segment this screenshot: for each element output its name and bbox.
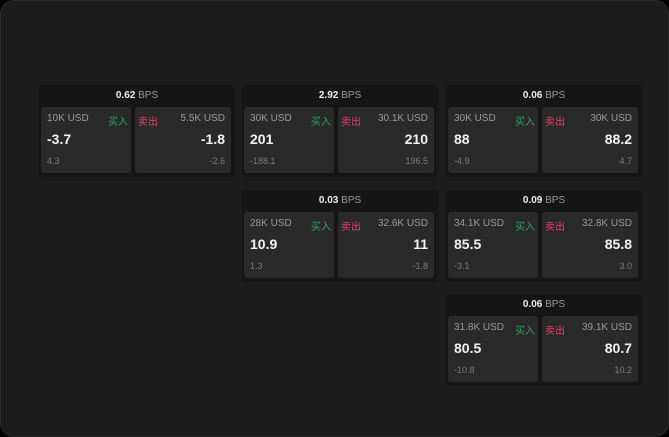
buy-button[interactable]: 10K USD 买入 -3.7 4.3 [41,107,131,173]
spread-header: 0.09 BPS [446,190,642,211]
buy-price: 88 [454,131,470,147]
sell-label: 卖出 [341,222,361,233]
buy-label: 买入 [311,222,331,233]
buy-quantity: 30K USD [250,113,292,124]
sell-button[interactable]: 卖出 5.5K USD -1.8 -2.6 [135,107,231,173]
spread-value: 0.09 [522,195,543,206]
sell-change: 4.7 [619,156,632,166]
sell-change: 3.0 [619,261,632,271]
spread-header: 0.62 BPS [39,85,235,106]
spread-header: 2.92 BPS [242,85,438,106]
quote-panel: 0.09 BPS 34.1K USD 买入 85.5 -3.1 卖出 32.8K… [446,190,642,282]
buy-quantity: 28K USD [250,218,292,229]
buy-change: -4.9 [454,156,470,166]
buy-button[interactable]: 30K USD 买入 201 -188.1 [244,107,334,173]
sell-price: 210 [404,131,428,147]
buy-change: -3.1 [454,261,470,271]
spread-value: 0.62 [115,90,136,101]
buy-button[interactable]: 31.8K USD 买入 80.5 -10.8 [448,316,538,382]
spread-unit: BPS [341,90,362,101]
sell-price: -1.8 [200,131,225,147]
sell-change: 196.5 [405,156,428,166]
spread-unit: BPS [138,90,159,101]
spread-unit: BPS [341,195,362,206]
buy-quantity: 10K USD [47,113,89,124]
sell-change: 10.2 [614,365,632,375]
spread-header: 0.06 BPS [446,294,642,315]
buy-quantity: 34.1K USD [454,218,505,229]
spread-unit: BPS [545,195,566,206]
buy-price: 85.5 [454,236,482,252]
spread-value: 0.03 [318,195,339,206]
sell-price: 88.2 [604,131,632,147]
sell-quantity: 32.8K USD [581,218,632,229]
buy-label: 买入 [515,326,535,337]
sell-price: 80.7 [604,340,632,356]
sell-quantity: 5.5K USD [180,113,225,124]
sell-label: 卖出 [545,326,565,337]
sell-button[interactable]: 卖出 39.1K USD 80.7 10.2 [542,316,638,382]
sell-button[interactable]: 卖出 32.8K USD 85.8 3.0 [542,212,638,278]
spread-header: 0.06 BPS [446,85,642,106]
spread-unit: BPS [545,90,566,101]
buy-quantity: 30K USD [454,113,496,124]
buy-price: 201 [250,131,274,147]
quote-panel: 2.92 BPS 30K USD 买入 201 -188.1 卖出 30.1K … [242,85,438,177]
buy-button[interactable]: 34.1K USD 买入 85.5 -3.1 [448,212,538,278]
sell-quantity: 39.1K USD [581,322,632,333]
sell-label: 卖出 [545,222,565,233]
buy-price: -3.7 [47,131,72,147]
quote-panel: 0.06 BPS 30K USD 买入 88 -4.9 卖出 30K USD 8… [446,85,642,177]
sell-label: 卖出 [138,117,158,128]
spread-value: 0.06 [522,299,543,310]
buy-price: 10.9 [250,236,278,252]
buy-button[interactable]: 30K USD 买入 88 -4.9 [448,107,538,173]
spread-header: 0.03 BPS [242,190,438,211]
buy-change: -10.8 [454,365,475,375]
sell-quantity: 30.1K USD [377,113,428,124]
sell-button[interactable]: 卖出 30.1K USD 210 196.5 [338,107,434,173]
sell-quantity: 30K USD [590,113,632,124]
spread-value: 0.06 [522,90,543,101]
buy-quantity: 31.8K USD [454,322,505,333]
buy-change: -188.1 [250,156,276,166]
quote-panel: 0.03 BPS 28K USD 买入 10.9 1.3 卖出 32.6K US… [242,190,438,282]
buy-button[interactable]: 28K USD 买入 10.9 1.3 [244,212,334,278]
sell-button[interactable]: 卖出 30K USD 88.2 4.7 [542,107,638,173]
sell-price: 11 [413,236,428,252]
sell-price: 85.8 [604,236,632,252]
buy-label: 买入 [311,117,331,128]
spread-unit: BPS [545,299,566,310]
sell-label: 卖出 [545,117,565,128]
buy-label: 买入 [515,222,535,233]
buy-label: 买入 [515,117,535,128]
buy-change: 1.3 [250,261,263,271]
buy-label: 买入 [108,117,128,128]
sell-button[interactable]: 卖出 32.6K USD 11 -1.8 [338,212,434,278]
buy-price: 80.5 [454,340,482,356]
spread-value: 2.92 [318,90,339,101]
sell-change: -2.6 [209,156,225,166]
sell-quantity: 32.6K USD [377,218,428,229]
sell-change: -1.8 [412,261,428,271]
quote-panel: 0.62 BPS 10K USD 买入 -3.7 4.3 卖出 5.5K USD… [39,85,235,177]
sell-label: 卖出 [341,117,361,128]
quote-panel: 0.06 BPS 31.8K USD 买入 80.5 -10.8 卖出 39.1… [446,294,642,386]
buy-change: 4.3 [47,156,60,166]
